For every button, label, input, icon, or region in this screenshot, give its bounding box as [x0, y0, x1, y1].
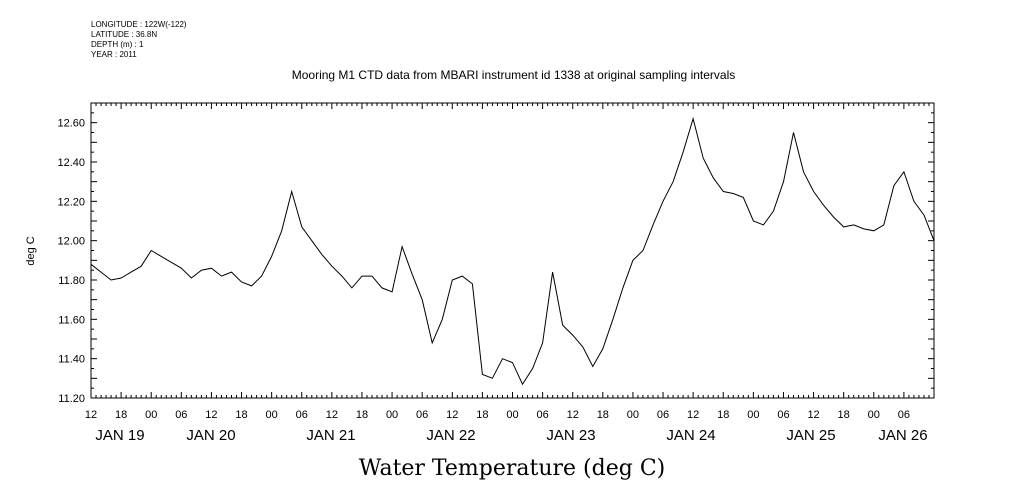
x-hour-tick-label: 00 [747, 409, 759, 421]
x-hour-tick-label: 06 [416, 409, 428, 421]
x-hour-tick-label: 00 [145, 409, 157, 421]
x-hour-tick-label: 18 [115, 409, 127, 421]
x-hour-tick-label: 12 [446, 409, 458, 421]
x-hour-tick-label: 12 [687, 409, 699, 421]
series-line [90, 116, 935, 386]
metadata-year: YEAR : 2011 [91, 50, 137, 59]
metadata-longitude: LONGITUDE : 122W(-122) [91, 20, 187, 29]
x-hour-tick-label: 00 [386, 409, 398, 421]
x-day-label: JAN 20 [186, 427, 235, 444]
x-hour-tick-label: 18 [356, 409, 368, 421]
y-axis-label: deg C [25, 236, 37, 265]
x-hour-tick-label: 06 [777, 409, 789, 421]
x-day-label: JAN 23 [546, 427, 595, 444]
x-hour-tick-label: 00 [627, 409, 639, 421]
x-hour-tick-label: 00 [266, 409, 278, 421]
metadata-depth: DEPTH (m) : 1 [91, 40, 144, 49]
x-hour-tick-label: 06 [175, 409, 187, 421]
x-hour-tick-label: 00 [506, 409, 518, 421]
x-day-label: JAN 26 [878, 427, 927, 444]
x-hour-tick-label: 18 [717, 409, 729, 421]
x-hour-tick-label: 12 [567, 409, 579, 421]
x-day-label: JAN 24 [666, 427, 715, 444]
y-tick-label: 12.60 [57, 118, 85, 130]
metadata-block: LONGITUDE : 122W(-122) LATITUDE : 36.8N … [91, 20, 187, 60]
y-axis: 11.20 11.40 11.60 11.80 12.00 12.20 12.40 12.60 [57, 102, 934, 405]
x-hour-tick-label: 12 [85, 409, 97, 421]
x-hour-tick-label: 18 [838, 409, 850, 421]
x-hour-tick-label: 06 [657, 409, 669, 421]
x-hour-tick-label: 06 [898, 409, 910, 421]
x-day-label: JAN 21 [306, 427, 355, 444]
x-hour-tick-label: 18 [235, 409, 247, 421]
y-tick-label: 12.40 [57, 157, 85, 169]
x-day-label: JAN 19 [95, 427, 144, 444]
x-day-label: JAN 25 [786, 427, 835, 444]
y-tick-label: 11.80 [58, 275, 85, 287]
x-axis: 12 18 00 06 12 18 00 06 12 18 00 06 12 18 00 06 12 18 00 06… [85, 103, 935, 444]
x-hour-tick-label: 18 [597, 409, 609, 421]
chart-title: Mooring M1 CTD data from MBARI instrumen… [291, 68, 736, 82]
x-hour-tick-label: 12 [326, 409, 338, 421]
y-tick-label: 12.00 [57, 236, 85, 248]
x-day-label: JAN 22 [426, 427, 475, 444]
x-axis-label: Water Temperature (deg C) [359, 456, 666, 481]
metadata-latitude: LATITUDE : 36.8N [91, 30, 158, 39]
plot-frame [90, 102, 935, 399]
y-tick-label: 11.60 [58, 314, 85, 326]
x-hour-tick-label: 12 [807, 409, 819, 421]
y-tick-label: 12.20 [57, 196, 85, 208]
x-hour-tick-label: 06 [296, 409, 308, 421]
y-tick-label: 11.20 [58, 393, 85, 405]
x-hour-tick-label: 00 [868, 409, 880, 421]
x-hour-tick-label: 06 [536, 409, 548, 421]
x-hour-tick-label: 12 [205, 409, 217, 421]
x-hour-tick-label: 18 [476, 409, 488, 421]
y-tick-label: 11.40 [58, 354, 85, 366]
